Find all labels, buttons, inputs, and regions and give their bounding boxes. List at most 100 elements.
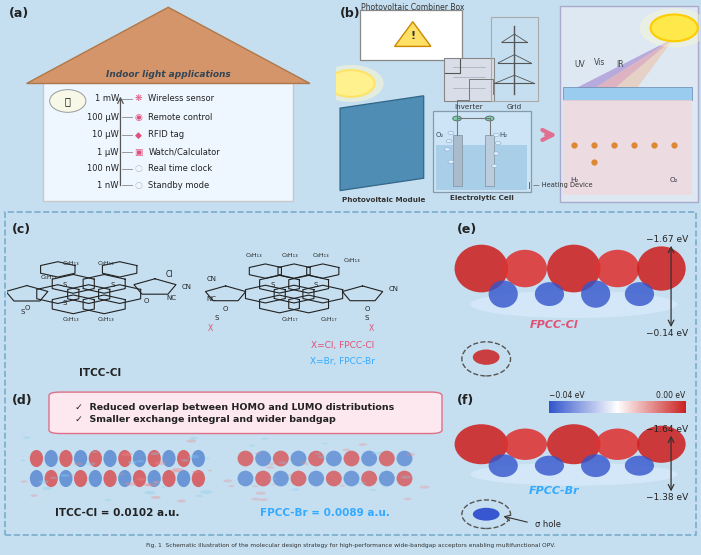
Circle shape <box>651 14 697 41</box>
Text: FPCC-Br: FPCC-Br <box>529 486 580 496</box>
Circle shape <box>448 131 454 134</box>
Circle shape <box>322 442 328 445</box>
Ellipse shape <box>192 470 205 487</box>
Text: CN: CN <box>207 276 217 282</box>
Text: NC: NC <box>166 295 176 300</box>
Text: ITCC-Cl: ITCC-Cl <box>79 367 121 377</box>
Circle shape <box>342 448 350 451</box>
Text: X: X <box>207 324 213 333</box>
Text: 0.00 eV: 0.00 eV <box>656 391 686 400</box>
Text: C₈H₁₃: C₈H₁₃ <box>98 261 115 266</box>
Circle shape <box>189 437 198 440</box>
Circle shape <box>448 160 454 163</box>
Text: FPCC-Br = 0.0089 a.u.: FPCC-Br = 0.0089 a.u. <box>260 508 390 518</box>
Circle shape <box>170 470 180 473</box>
Text: X: X <box>369 324 374 333</box>
Text: H₂: H₂ <box>571 177 579 183</box>
Circle shape <box>152 481 160 483</box>
Text: Fig. 1  Schematic illustration of the molecular design strategy for high-perform: Fig. 1 Schematic illustration of the mol… <box>146 543 555 548</box>
Ellipse shape <box>104 470 116 487</box>
Circle shape <box>177 500 186 502</box>
Ellipse shape <box>472 508 500 521</box>
Circle shape <box>188 455 199 458</box>
Circle shape <box>420 486 430 489</box>
Text: C₈H₁₃: C₈H₁₃ <box>246 253 263 258</box>
Text: H₂: H₂ <box>499 132 508 138</box>
Circle shape <box>92 451 97 453</box>
Text: S: S <box>271 282 275 288</box>
Text: Photovoltaic Module: Photovoltaic Module <box>342 196 426 203</box>
Text: −1.38 eV: −1.38 eV <box>646 493 688 502</box>
Circle shape <box>377 451 383 453</box>
Text: (a): (a) <box>8 7 29 21</box>
Text: Wireless sensor: Wireless sensor <box>149 94 215 103</box>
Text: Indoor light applications: Indoor light applications <box>106 70 231 79</box>
Text: FPCC-Cl: FPCC-Cl <box>530 320 578 330</box>
Circle shape <box>151 452 159 455</box>
Text: C₆H₁₃: C₆H₁₃ <box>98 317 115 322</box>
Text: C₈H₁₃: C₈H₁₃ <box>312 253 329 258</box>
Text: (b): (b) <box>340 7 361 21</box>
Ellipse shape <box>290 471 306 486</box>
Circle shape <box>327 70 374 97</box>
Circle shape <box>104 499 111 501</box>
Text: C₈H₁₃: C₈H₁₃ <box>343 259 360 264</box>
Text: ○: ○ <box>135 181 142 190</box>
Circle shape <box>69 475 74 476</box>
Circle shape <box>382 486 387 487</box>
Circle shape <box>86 462 95 466</box>
Text: (d): (d) <box>13 394 33 407</box>
Text: σ hole: σ hole <box>535 519 561 529</box>
Circle shape <box>20 460 25 461</box>
Circle shape <box>369 489 376 491</box>
Text: C₆H₁₇: C₆H₁₇ <box>321 317 338 322</box>
Polygon shape <box>611 38 674 92</box>
Circle shape <box>118 473 125 475</box>
Text: O: O <box>223 306 229 312</box>
Text: CN: CN <box>389 286 399 292</box>
Bar <box>453 135 462 186</box>
Ellipse shape <box>308 471 324 486</box>
Ellipse shape <box>326 471 342 486</box>
Circle shape <box>154 461 166 465</box>
Ellipse shape <box>45 450 57 467</box>
Circle shape <box>256 492 266 495</box>
Circle shape <box>154 481 161 483</box>
Circle shape <box>181 459 189 462</box>
Circle shape <box>444 148 450 151</box>
FancyBboxPatch shape <box>436 145 527 190</box>
Polygon shape <box>569 38 674 92</box>
Circle shape <box>372 452 382 455</box>
Text: Real time clock: Real time clock <box>149 164 212 173</box>
Ellipse shape <box>379 471 395 486</box>
Ellipse shape <box>547 245 601 292</box>
Ellipse shape <box>192 450 205 467</box>
Text: ◉: ◉ <box>135 113 142 122</box>
Polygon shape <box>361 130 382 160</box>
Ellipse shape <box>255 451 271 466</box>
Polygon shape <box>361 102 382 133</box>
Text: O: O <box>365 306 369 312</box>
Ellipse shape <box>397 471 412 486</box>
Ellipse shape <box>273 471 289 486</box>
Circle shape <box>404 498 411 500</box>
Ellipse shape <box>379 451 395 466</box>
Ellipse shape <box>30 450 43 467</box>
Ellipse shape <box>148 450 161 467</box>
Text: IR: IR <box>617 60 625 69</box>
Ellipse shape <box>470 463 677 486</box>
Ellipse shape <box>273 451 289 466</box>
Circle shape <box>340 485 346 487</box>
Polygon shape <box>340 133 361 163</box>
Circle shape <box>74 462 83 465</box>
Ellipse shape <box>60 450 72 467</box>
Circle shape <box>453 116 461 121</box>
Circle shape <box>266 466 275 469</box>
Circle shape <box>250 445 256 447</box>
Ellipse shape <box>637 426 686 463</box>
Text: C₈H₁₃: C₈H₁₃ <box>62 261 79 266</box>
Text: X=Cl, FPCC-Cl: X=Cl, FPCC-Cl <box>311 341 374 350</box>
Circle shape <box>301 462 308 464</box>
Circle shape <box>186 440 196 443</box>
Ellipse shape <box>637 246 686 291</box>
